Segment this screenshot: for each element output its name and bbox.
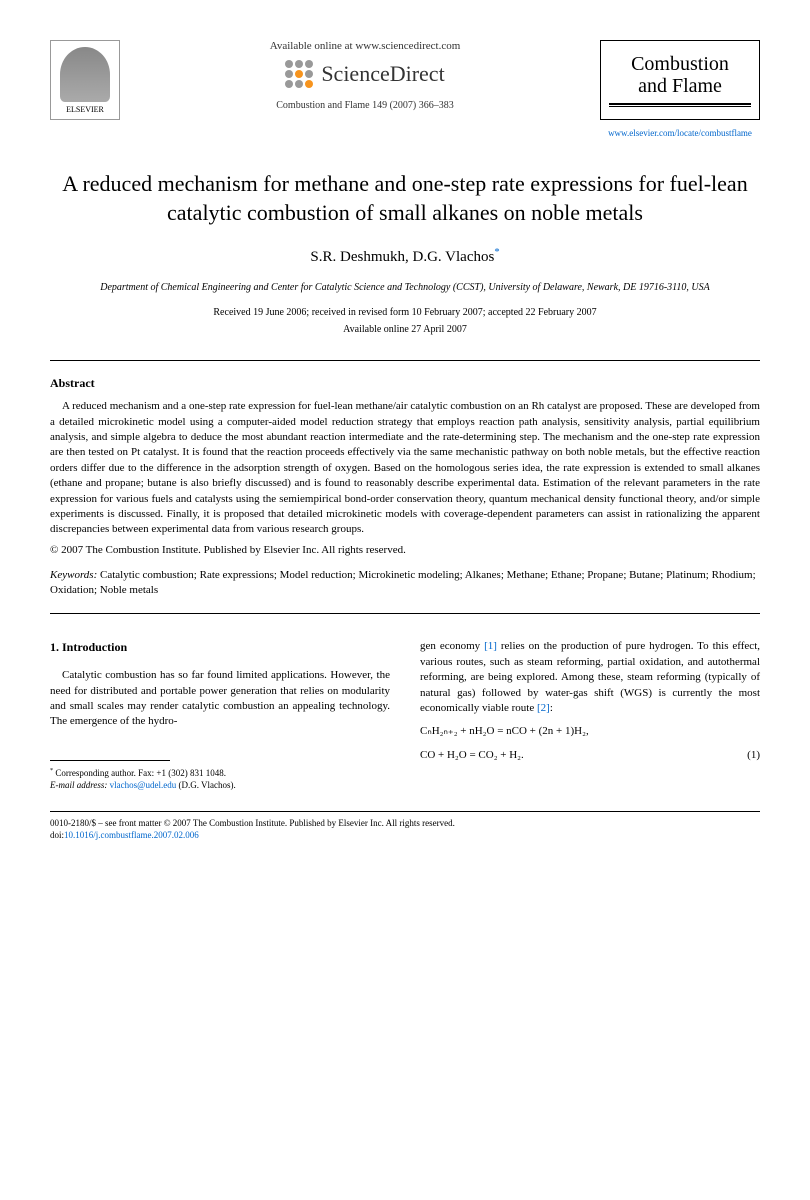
ref-1-link[interactable]: [1] [484, 640, 497, 652]
right-column: gen economy [1] relies on the production… [420, 639, 760, 791]
corresponding-mark[interactable]: * [494, 247, 499, 258]
sciencedirect-icon [285, 60, 313, 88]
corresponding-footnote: * Corresponding author. Fax: +1 (302) 83… [50, 767, 390, 791]
intro-paragraph: Catalytic combustion has so far found li… [50, 668, 390, 730]
elsevier-tree-icon [60, 47, 110, 102]
corresponding-text: Corresponding author. Fax: +1 (302) 831 … [55, 768, 226, 778]
bottom-rule [50, 811, 760, 812]
submission-dates: Received 19 June 2006; received in revis… [50, 307, 760, 318]
email-name: (D.G. Vlachos). [176, 780, 236, 790]
keywords-label: Keywords: [50, 569, 97, 581]
available-online-text: Available online at www.sciencedirect.co… [150, 40, 580, 52]
keywords-block: Keywords: Catalytic combustion; Rate exp… [50, 568, 760, 599]
eq1-text: CₙH₂ₙ₊₂ + nH₂O = nCO + (2n + 1)H₂, [420, 724, 589, 739]
left-column: 1. Introduction Catalytic combustion has… [50, 639, 390, 791]
col2-text1: gen economy [420, 640, 484, 652]
journal-title-box: Combustion and Flame [600, 40, 760, 120]
paper-title: A reduced mechanism for methane and one-… [50, 170, 760, 227]
header-row: ELSEVIER Available online at www.science… [50, 40, 760, 140]
elsevier-logo: ELSEVIER [50, 40, 120, 120]
equation-1a: CₙH₂ₙ₊₂ + nH₂O = nCO + (2n + 1)H₂, [420, 724, 760, 739]
available-online-date: Available online 27 April 2007 [50, 324, 760, 335]
header-right: Combustion and Flame www.elsevier.com/lo… [600, 40, 760, 140]
eq2-text: CO + H₂O = CO₂ + H₂. [420, 748, 524, 763]
sciencedirect-logo: ScienceDirect [150, 60, 580, 88]
authors: S.R. Deshmukh, D.G. Vlachos* [50, 247, 760, 266]
author-email-link[interactable]: vlachos@udel.edu [110, 780, 177, 790]
abstract-bottom-rule [50, 613, 760, 614]
issn-text: 0010-2180/$ – see front matter © 2007 Th… [50, 818, 760, 830]
header-left: ELSEVIER [50, 40, 130, 120]
journal-name-line1: Combustion [609, 53, 751, 75]
header-center: Available online at www.sciencedirect.co… [130, 40, 600, 111]
journal-name-line2: and Flame [609, 75, 751, 97]
doi-link[interactable]: 10.1016/j.combustflame.2007.02.006 [64, 830, 199, 840]
elsevier-text: ELSEVIER [66, 105, 104, 114]
doi-line: doi:10.1016/j.combustflame.2007.02.006 [50, 830, 760, 842]
ref-2-link[interactable]: [2] [537, 702, 550, 714]
journal-rule [609, 103, 751, 107]
intro-heading: 1. Introduction [50, 639, 390, 656]
sciencedirect-text: ScienceDirect [321, 61, 444, 87]
affiliation: Department of Chemical Engineering and C… [50, 281, 760, 295]
equation-1b: CO + H₂O = CO₂ + H₂. (1) [420, 748, 760, 763]
eq-number: (1) [747, 748, 760, 763]
author-names: S.R. Deshmukh, D.G. Vlachos [310, 249, 494, 265]
copyright-text: © 2007 The Combustion Institute. Publish… [50, 544, 760, 556]
col2-text3: : [550, 702, 553, 714]
footnote-rule [50, 760, 170, 761]
abstract-top-rule [50, 360, 760, 361]
email-label: E-mail address: [50, 780, 107, 790]
journal-reference: Combustion and Flame 149 (2007) 366–383 [150, 100, 580, 111]
col2-paragraph: gen economy [1] relies on the production… [420, 639, 760, 716]
abstract-heading: Abstract [50, 376, 760, 391]
journal-url-link[interactable]: www.elsevier.com/locate/combustflame [608, 128, 752, 138]
abstract-text: A reduced mechanism and a one-step rate … [50, 399, 760, 538]
body-columns: 1. Introduction Catalytic combustion has… [50, 639, 760, 791]
keywords-list: Catalytic combustion; Rate expressions; … [50, 569, 756, 596]
doi-label: doi: [50, 830, 64, 840]
